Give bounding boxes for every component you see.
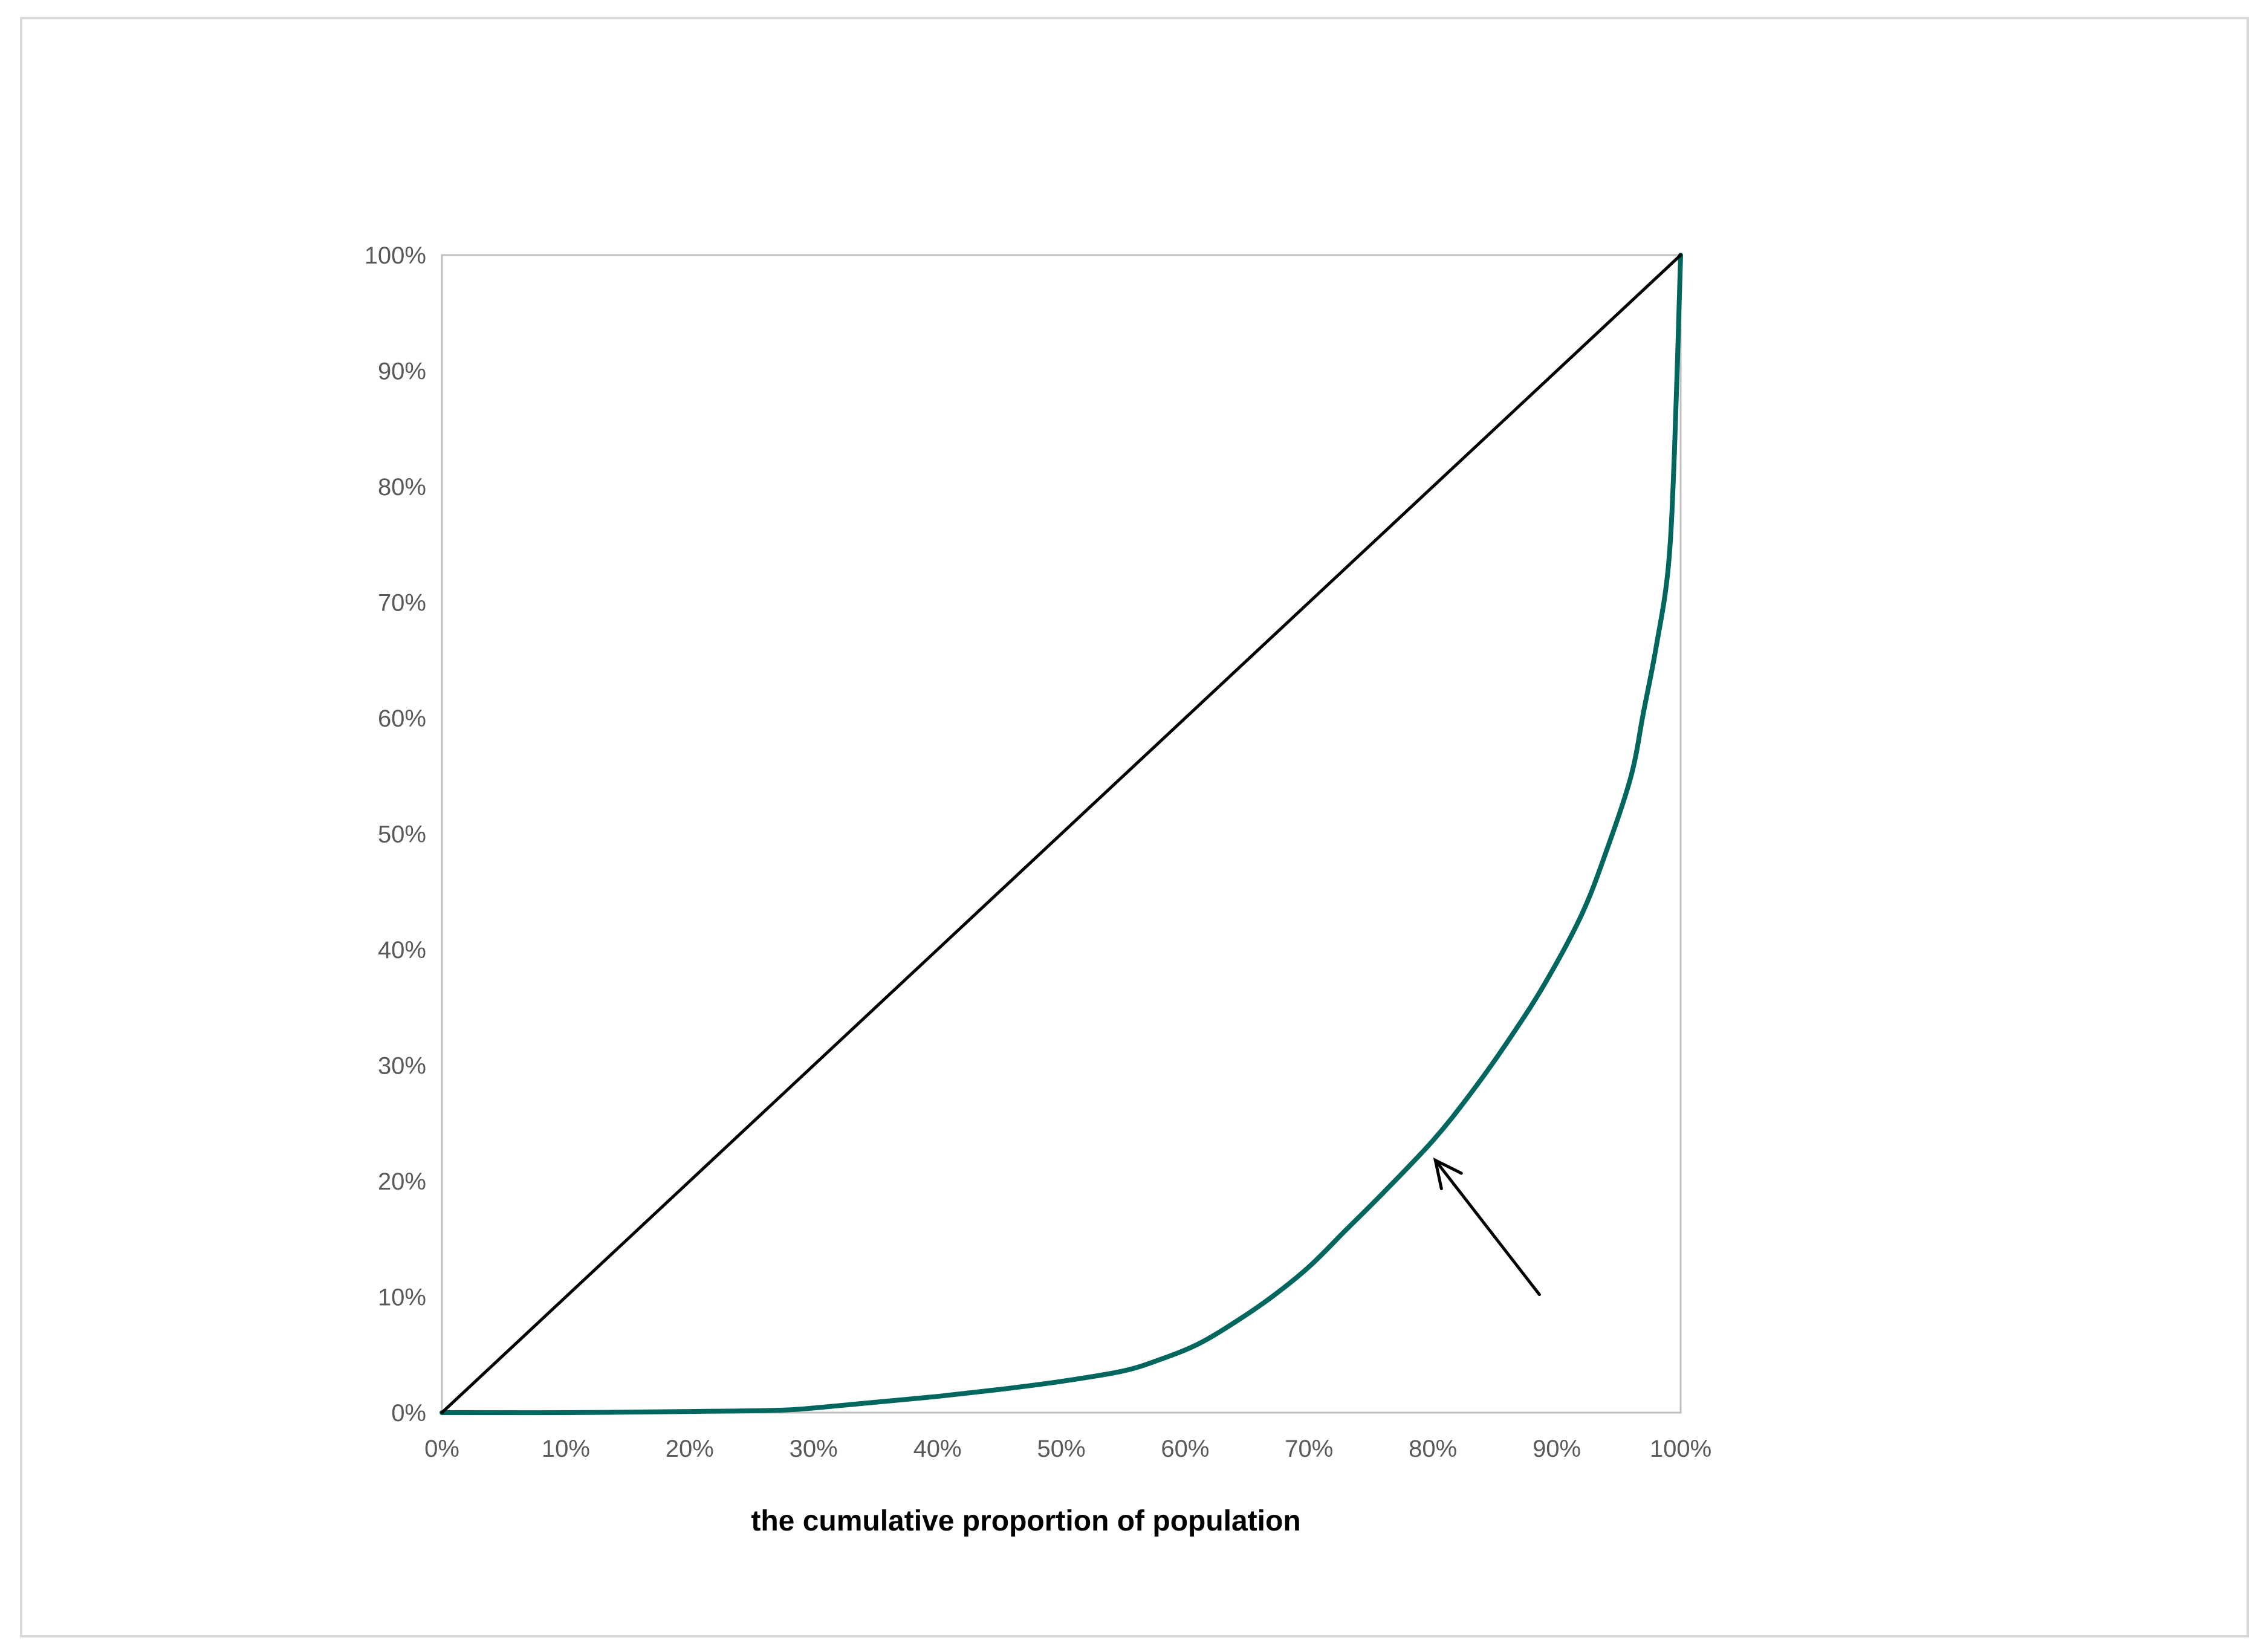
y-tick-label: 100% <box>365 242 426 269</box>
x-tick-label: 20% <box>666 1436 714 1462</box>
x-tick-label: 30% <box>790 1436 838 1462</box>
x-tick-label: 70% <box>1285 1436 1333 1462</box>
y-tick-label: 20% <box>378 1168 426 1195</box>
x-axis-title: the cumulative proportion of population <box>751 1505 1300 1537</box>
y-tick-label: 30% <box>378 1053 426 1080</box>
y-tick-label: 60% <box>378 705 426 732</box>
y-tick-label: 70% <box>378 590 426 617</box>
x-tick-label: 50% <box>1037 1436 1085 1462</box>
plot-area <box>441 254 1682 1414</box>
x-tick-label: 0% <box>424 1436 459 1462</box>
equality-line <box>440 253 1682 1414</box>
y-tick-label: 50% <box>378 821 426 848</box>
x-tick-label: 10% <box>542 1436 590 1462</box>
chart-lines <box>440 253 1683 1416</box>
x-tick-label: 100% <box>1650 1436 1711 1462</box>
lorenz-curve-line <box>440 253 1683 1416</box>
y-tick-label: 90% <box>378 358 426 385</box>
y-tick-label: 0% <box>391 1400 426 1427</box>
x-tick-label: 40% <box>913 1436 962 1462</box>
chart-frame <box>20 17 2249 1637</box>
x-tick-label: 80% <box>1409 1436 1457 1462</box>
annotation-arrow-line <box>1433 1159 1541 1297</box>
y-tick-label: 10% <box>378 1284 426 1311</box>
axis-ticks: 0% 10% 20% 30% 40% 50% 60% 70% 80% 90% 100% 0% 10% 20… <box>365 242 1711 1462</box>
y-tick-label: 40% <box>378 937 426 964</box>
x-tick-label: 60% <box>1161 1436 1209 1462</box>
x-tick-label: 90% <box>1533 1436 1581 1462</box>
chart-annotations <box>1433 1157 1541 1297</box>
y-tick-label: 80% <box>378 474 426 500</box>
annotation-arrow-head <box>1433 1157 1463 1190</box>
